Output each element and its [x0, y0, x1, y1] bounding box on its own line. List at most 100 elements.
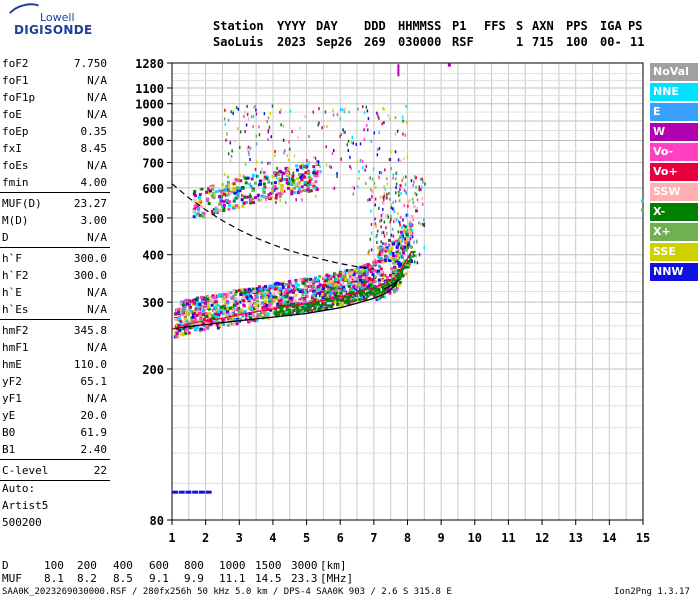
echo-point-2hop	[309, 189, 313, 193]
echo-point	[312, 291, 316, 295]
echo-point	[231, 307, 235, 311]
echo-point	[285, 290, 289, 294]
echo-point	[373, 280, 377, 284]
echo-point	[374, 275, 378, 279]
echo-point	[320, 293, 324, 297]
echo-point-column	[400, 241, 402, 245]
echo-point-2hop	[214, 210, 218, 214]
echo-point	[204, 325, 208, 329]
echo-point-2hop	[219, 197, 223, 201]
echo-point-column	[387, 192, 390, 196]
echo-point-edge	[641, 199, 644, 203]
echo-point-sparse	[291, 130, 293, 134]
echo-point	[357, 269, 361, 273]
echo-point-sparse	[352, 192, 355, 196]
x-tick-label: 5	[303, 531, 310, 545]
echo-point-sparse	[332, 108, 334, 112]
echo-point-2hop	[262, 182, 266, 186]
echo-point-x	[275, 314, 279, 317]
echo-point-sparse	[287, 181, 290, 185]
echo-point	[287, 296, 291, 300]
echo-point-2hop	[279, 179, 283, 183]
echo-point-column	[399, 188, 401, 192]
echo-point	[323, 294, 327, 298]
echo-point	[190, 309, 194, 313]
echo-point-column	[392, 207, 395, 211]
x-tick-label: 15	[636, 531, 650, 545]
echo-point	[187, 312, 191, 316]
param-value: N/A	[87, 231, 107, 244]
echo-point	[272, 292, 276, 296]
echo-point	[241, 314, 245, 318]
echo-point-sparse	[248, 147, 251, 151]
echo-point-2hop	[246, 176, 250, 180]
echo-point-x	[384, 289, 388, 292]
echo-point	[351, 286, 355, 290]
echo-point	[298, 297, 302, 301]
param-name: D	[2, 231, 9, 244]
echo-point-column	[391, 257, 393, 261]
echo-point-sparse	[367, 198, 369, 202]
x-tick-label: 13	[568, 531, 582, 545]
echo-point-column	[404, 237, 406, 241]
echo-point-column	[382, 208, 384, 212]
echo-point-sparse	[350, 166, 352, 170]
y-tick-label: 1000	[135, 98, 164, 112]
echo-point-column	[387, 215, 389, 219]
echo-point	[294, 287, 298, 291]
echo-point	[409, 222, 413, 226]
echo-point	[351, 289, 355, 293]
echo-point-column	[368, 176, 371, 180]
echo-point-2hop	[312, 168, 316, 172]
echo-point-x	[382, 290, 386, 293]
echo-point-sparse	[255, 108, 257, 112]
echo-point-2hop	[198, 192, 202, 196]
echo-point-sparse	[255, 134, 258, 138]
echo-point-x	[376, 292, 380, 295]
echo-point-column	[378, 176, 380, 180]
echo-point-column	[386, 182, 389, 186]
echo-point-sparse	[247, 150, 250, 154]
echo-point	[349, 287, 353, 291]
echo-point	[229, 291, 233, 295]
echo-point	[279, 301, 283, 305]
echo-point-2hop	[298, 173, 302, 177]
echo-point	[279, 291, 283, 295]
echo-point-sparse	[267, 116, 270, 120]
param-fof1p: foF1p N/A	[2, 89, 107, 106]
echo-point-column	[395, 182, 398, 186]
echo-point	[321, 287, 325, 291]
echo-point	[261, 306, 265, 310]
echo-point	[258, 303, 262, 307]
echo-point-2hop	[278, 195, 282, 199]
echo-point-sparse	[243, 114, 245, 118]
param-name: foF1	[2, 74, 29, 87]
echo-point-column	[376, 246, 379, 250]
echo-point-column	[391, 207, 394, 211]
echo-point	[384, 254, 388, 258]
param-name: h`F2	[2, 269, 29, 282]
echo-point-sparse	[392, 173, 395, 177]
echo-point-column	[390, 214, 392, 218]
echo-point-2hop	[242, 201, 246, 205]
echo-point	[401, 261, 405, 265]
echo-point-sparse	[399, 159, 402, 163]
echo-point-column	[416, 261, 419, 265]
echo-point	[301, 278, 305, 282]
echo-point	[268, 284, 272, 288]
echo-point	[261, 286, 265, 290]
echo-point-2hop	[280, 184, 284, 188]
echo-point-sparse	[251, 200, 254, 204]
echo-point	[405, 233, 409, 237]
echo-point-2hop	[219, 201, 223, 205]
echo-point	[187, 331, 191, 335]
echo-point	[176, 329, 180, 333]
echo-point-sparse	[366, 109, 369, 113]
echo-point-2hop	[288, 179, 292, 183]
echo-point-2hop	[286, 173, 290, 177]
param-name: yF2	[2, 375, 22, 388]
param-value: 2.40	[80, 443, 108, 456]
echo-point	[281, 303, 285, 307]
param-separator	[0, 459, 110, 460]
echo-point-column	[375, 225, 377, 229]
